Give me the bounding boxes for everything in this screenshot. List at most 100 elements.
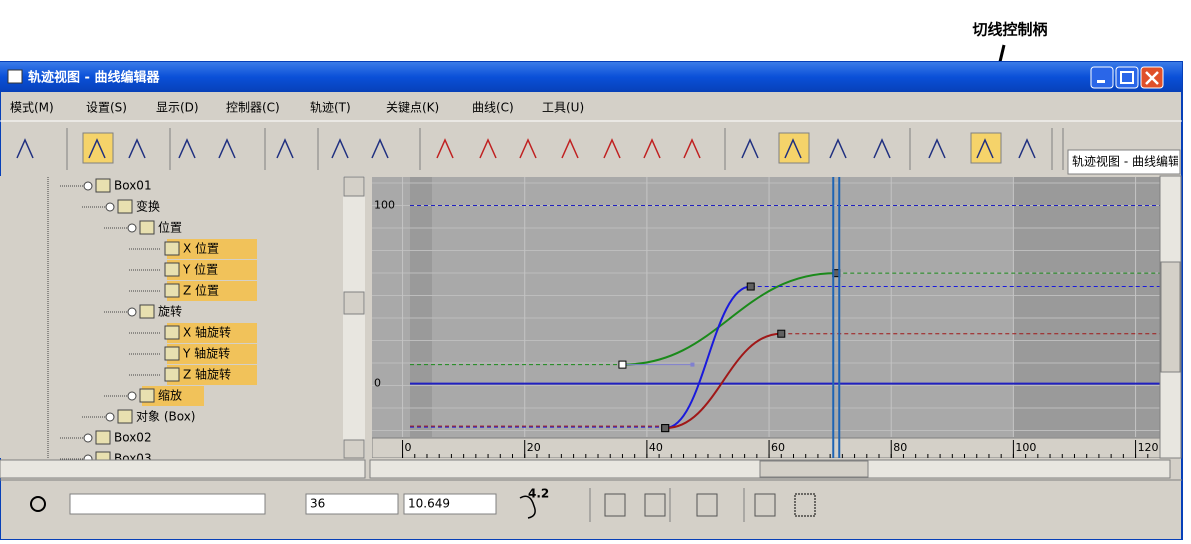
zoom-icon[interactable]: [519, 495, 536, 519]
x-tick-label: 100: [1015, 441, 1036, 454]
curve: [665, 332, 782, 430]
nav-tool[interactable]: [644, 493, 666, 517]
tree-icon: [139, 304, 155, 319]
menu-item[interactable]: 工具(U): [542, 101, 584, 115]
tree-icon: [95, 178, 111, 193]
tree-label[interactable]: Box01: [114, 179, 152, 193]
graph-vscroll-thumb[interactable]: [1160, 261, 1181, 373]
annotation: 切线控制柄: [972, 21, 1047, 39]
key[interactable]: [618, 360, 627, 369]
key[interactable]: [661, 424, 670, 433]
tangent-handle-point[interactable]: [690, 362, 695, 367]
tree-hscroll[interactable]: [0, 459, 366, 479]
highlight: [167, 323, 257, 343]
menu-item[interactable]: 关键点(K): [386, 101, 439, 115]
tool-icon: [976, 138, 994, 159]
zoom-value: 4.2: [528, 487, 549, 501]
nav-tool[interactable]: [604, 493, 626, 517]
tree-icon: [164, 283, 180, 298]
y-tick-label: 100: [374, 198, 395, 211]
menu-item[interactable]: 设置(S): [86, 101, 127, 115]
tool-button[interactable]: [970, 132, 1002, 164]
key[interactable]: [746, 282, 755, 291]
tool-icon: [436, 138, 454, 159]
app-icon: [7, 69, 23, 84]
expander: [105, 412, 115, 422]
tree-icon: [95, 430, 111, 445]
nav-tool[interactable]: [696, 493, 718, 517]
tree-icon: [95, 451, 111, 460]
highlight: [142, 386, 204, 406]
tree-label[interactable]: 位置: [158, 220, 182, 235]
highlight: [167, 281, 257, 301]
view-name-field[interactable]: [1067, 149, 1181, 175]
tree-icon: [139, 388, 155, 403]
expander: [83, 454, 93, 460]
out-of-range: [1013, 177, 1160, 437]
tree-icon: [139, 220, 155, 235]
tree-label[interactable]: 缩放: [158, 388, 182, 403]
name-field[interactable]: [69, 493, 266, 515]
tool-button[interactable]: [778, 132, 810, 164]
menu-item[interactable]: 模式(M): [10, 101, 54, 115]
key[interactable]: [777, 329, 786, 338]
highlight: [167, 344, 257, 364]
tree-label[interactable]: X 轴旋转: [183, 325, 231, 340]
maximize-glyph: [1120, 71, 1134, 84]
menu-item[interactable]: 显示(D): [156, 101, 199, 115]
menu-item[interactable]: 控制器(C): [226, 101, 280, 115]
tool-icon: [741, 138, 759, 159]
minimize-button[interactable]: [1090, 66, 1114, 89]
tree-icon: [164, 325, 180, 340]
value-field[interactable]: [403, 493, 497, 515]
expander: [83, 433, 93, 443]
tool-icon: [519, 138, 537, 159]
tool-button[interactable]: [82, 132, 114, 164]
tool-icon: [276, 138, 294, 159]
menu-item[interactable]: 轨迹(T): [310, 101, 351, 115]
tool-icon: [371, 138, 389, 159]
tree-icon: [117, 199, 133, 214]
scroll-up[interactable]: [343, 176, 365, 197]
select-icon[interactable]: [30, 496, 46, 512]
tree-label[interactable]: 对象 (Box): [136, 410, 196, 424]
tree-label[interactable]: 变换: [136, 199, 160, 214]
tool-icon: [829, 138, 847, 159]
graph-hscroll-thumb[interactable]: [759, 460, 869, 478]
tool-icon: [683, 138, 701, 159]
nav-tools: [589, 488, 816, 522]
tree-label[interactable]: Box03: [114, 452, 152, 466]
tool-icon: [128, 138, 146, 159]
tool-icon: [784, 138, 802, 159]
tool-icon: [643, 138, 661, 159]
frame-value: 36: [310, 497, 325, 511]
tree-label[interactable]: Z 轴旋转: [183, 367, 231, 382]
tree-label[interactable]: Box02: [114, 431, 152, 445]
x-tick-label: 60: [771, 441, 785, 454]
tree-scrollbar[interactable]: [343, 176, 365, 458]
frame-field[interactable]: [305, 493, 399, 515]
out-of-range: [410, 177, 432, 437]
tool-icon: [218, 138, 236, 159]
x-tick-label: 40: [649, 441, 663, 454]
scroll-down[interactable]: [343, 439, 365, 459]
menu-bar: 模式(M) 设置(S) 显示(D) 控制器(C) 轨迹(T) 关键点(K) 曲线(C) 工具(…: [10, 101, 584, 115]
scroll-thumb[interactable]: [343, 291, 365, 315]
tool-icon: [1018, 138, 1036, 159]
tree-label[interactable]: 旋转: [158, 304, 182, 319]
view-name: 轨迹视图 - 曲线编辑器: [1072, 154, 1191, 169]
menu-item[interactable]: 曲线(C): [472, 101, 514, 115]
ruler: [372, 437, 1160, 458]
x-tick-label: 120: [1138, 441, 1159, 454]
nav-tool[interactable]: [794, 493, 816, 517]
maximize-button[interactable]: [1115, 66, 1139, 89]
tool-icon: [88, 138, 106, 159]
tree-label[interactable]: Y 位置: [182, 262, 218, 277]
tool-icon: [561, 138, 579, 159]
toolbar: [16, 128, 1064, 170]
tree-label[interactable]: X 位置: [183, 241, 219, 256]
tree-label[interactable]: Y 轴旋转: [182, 346, 230, 361]
tree-label[interactable]: Z 位置: [183, 283, 219, 298]
nav-tool[interactable]: [754, 493, 776, 517]
